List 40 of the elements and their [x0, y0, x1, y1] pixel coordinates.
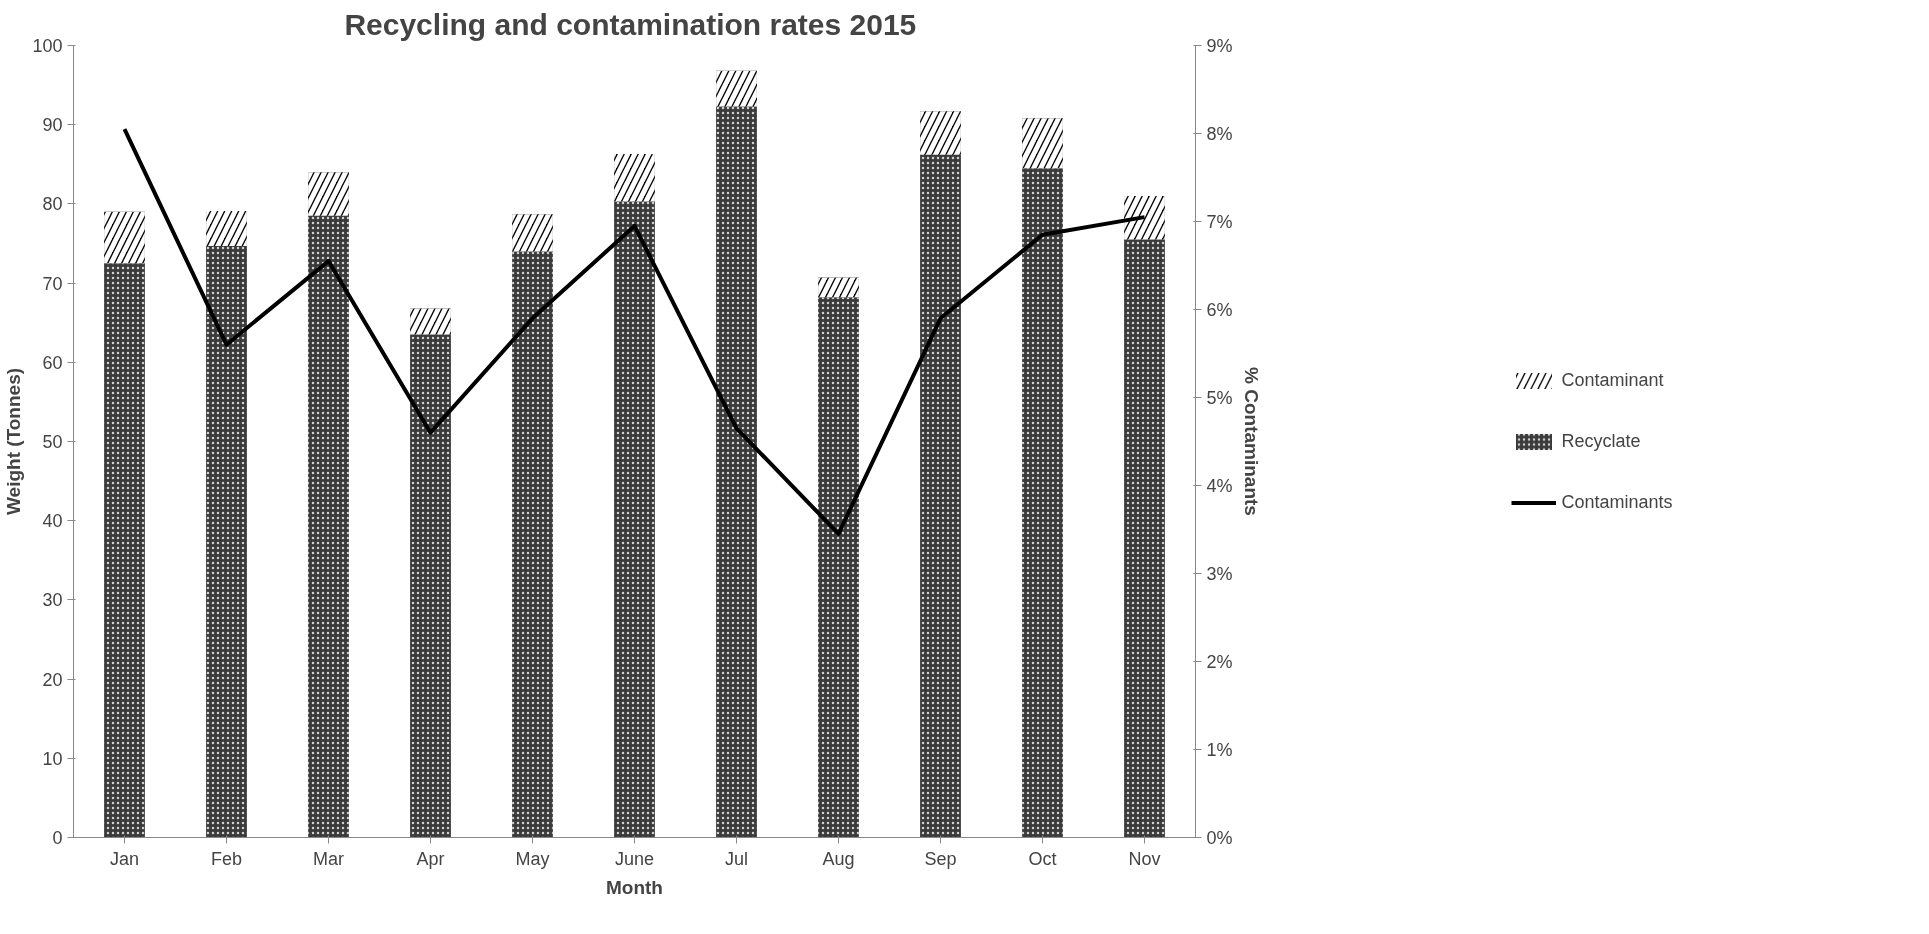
y-tick-label: 20 — [42, 669, 63, 690]
x-tick-label: Nov — [1128, 848, 1161, 869]
y2-axis-title: % Contaminants — [1240, 367, 1262, 516]
x-tick-label: Aug — [822, 848, 855, 869]
y2-tick-label: 8% — [1206, 123, 1233, 144]
x-tick-label: Jan — [109, 848, 140, 869]
legend-label: Contaminants — [1561, 491, 1673, 513]
x-tick-label: May — [515, 848, 550, 869]
y-tick-label: 50 — [42, 432, 63, 452]
y2-tick-label: 6% — [1206, 299, 1233, 320]
x-axis-title: Month — [606, 876, 663, 898]
x-tick-label: Mar — [313, 848, 345, 869]
y2-tick-label: 4% — [1206, 475, 1233, 496]
x-tick-label: Feb — [210, 848, 243, 869]
y2-tick-label: 5% — [1206, 387, 1233, 408]
y2-tick-label: 9% — [1206, 35, 1233, 56]
x-tick-label: Apr — [416, 848, 445, 869]
y-tick-label: 100 — [32, 36, 63, 56]
y2-tick-label: 7% — [1206, 211, 1233, 232]
y-tick-label: 0 — [52, 828, 63, 848]
x-tick-label: Jul — [725, 848, 749, 869]
y-tick-label: 10 — [42, 748, 63, 769]
y-axis-title: Weight (Tonnes) — [3, 367, 25, 516]
y2-tick-label: 1% — [1206, 739, 1233, 760]
legend-label: Contaminant — [1561, 369, 1664, 391]
y-tick-label: 90 — [42, 115, 63, 136]
y-tick-label: 60 — [42, 352, 63, 373]
legend-label: Recyclate — [1561, 430, 1641, 452]
y2-tick-label: 3% — [1206, 563, 1233, 584]
y-tick-label: 40 — [42, 511, 63, 532]
y-tick-label: 80 — [42, 194, 63, 215]
x-tick-label: June — [614, 848, 655, 869]
line-series — [122, 127, 1147, 536]
x-tick-label: Oct — [1028, 848, 1057, 869]
x-tick-label: Sep — [924, 848, 957, 869]
y2-tick-label: 2% — [1206, 651, 1233, 672]
chart-title: Recycling and contamination rates 2015 — [344, 7, 917, 41]
y-tick-label: 30 — [42, 590, 63, 611]
y-tick-label: 70 — [42, 273, 63, 294]
y2-tick-label: 0% — [1206, 827, 1233, 848]
